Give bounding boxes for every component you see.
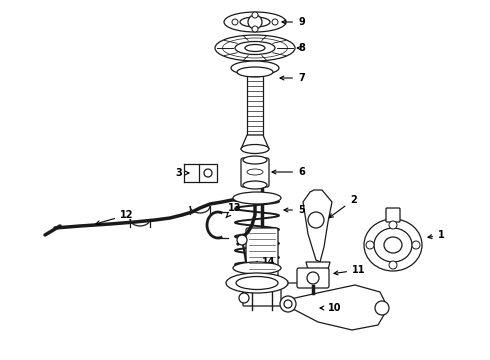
Circle shape — [248, 15, 262, 29]
Circle shape — [272, 19, 278, 25]
Text: 8: 8 — [297, 43, 305, 53]
Circle shape — [389, 261, 397, 269]
Ellipse shape — [245, 45, 265, 51]
FancyBboxPatch shape — [243, 284, 281, 306]
Circle shape — [239, 293, 249, 303]
Text: 4: 4 — [284, 278, 310, 288]
Text: 7: 7 — [280, 73, 305, 83]
Ellipse shape — [215, 35, 295, 61]
Ellipse shape — [384, 237, 402, 253]
Circle shape — [307, 272, 319, 284]
Ellipse shape — [233, 192, 281, 204]
Circle shape — [204, 169, 212, 177]
Text: 14: 14 — [254, 257, 275, 267]
Ellipse shape — [222, 38, 288, 58]
Text: 11: 11 — [334, 265, 366, 275]
FancyBboxPatch shape — [247, 72, 263, 135]
Circle shape — [232, 19, 238, 25]
Text: 6: 6 — [272, 167, 305, 177]
FancyBboxPatch shape — [386, 208, 400, 222]
Text: 2: 2 — [329, 195, 357, 218]
FancyBboxPatch shape — [199, 164, 217, 182]
Text: 9: 9 — [282, 17, 305, 27]
Circle shape — [389, 221, 397, 229]
Ellipse shape — [231, 61, 279, 75]
Circle shape — [308, 212, 324, 228]
Ellipse shape — [236, 276, 278, 289]
Text: 10: 10 — [320, 303, 342, 313]
Polygon shape — [282, 285, 388, 330]
FancyBboxPatch shape — [241, 158, 269, 187]
Ellipse shape — [233, 262, 281, 274]
Ellipse shape — [243, 181, 267, 189]
Ellipse shape — [226, 273, 288, 293]
Text: 5: 5 — [284, 205, 305, 215]
Circle shape — [237, 235, 247, 245]
Circle shape — [366, 241, 374, 249]
Text: 3: 3 — [175, 168, 189, 178]
Ellipse shape — [364, 219, 422, 271]
Circle shape — [375, 301, 389, 315]
Polygon shape — [241, 135, 269, 149]
Text: 1: 1 — [428, 230, 445, 240]
Polygon shape — [306, 262, 330, 277]
Polygon shape — [303, 190, 332, 262]
Ellipse shape — [247, 169, 263, 175]
Text: 13: 13 — [226, 203, 242, 218]
Circle shape — [252, 26, 258, 32]
Text: 12: 12 — [96, 210, 133, 225]
Ellipse shape — [243, 156, 267, 164]
Ellipse shape — [374, 228, 412, 262]
Ellipse shape — [237, 67, 273, 77]
Circle shape — [284, 300, 292, 308]
Circle shape — [280, 296, 296, 312]
Ellipse shape — [240, 17, 270, 27]
FancyBboxPatch shape — [246, 228, 278, 287]
Circle shape — [252, 12, 258, 18]
Ellipse shape — [235, 41, 275, 54]
Ellipse shape — [224, 12, 286, 32]
Ellipse shape — [241, 144, 269, 153]
Circle shape — [412, 241, 420, 249]
FancyBboxPatch shape — [297, 268, 329, 288]
